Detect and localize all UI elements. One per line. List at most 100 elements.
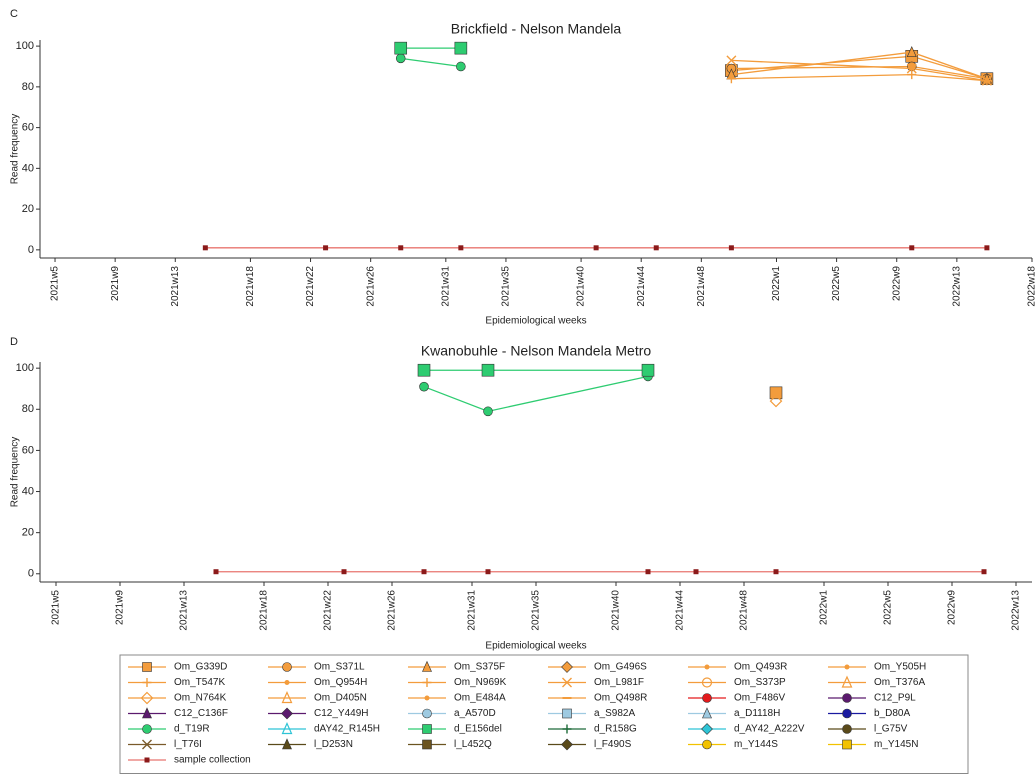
legend-marker [842,693,852,703]
legend-label: Om_N969K [454,677,507,688]
marker [458,245,464,251]
series-line [731,65,988,80]
x-tick-label: 2022w9 [891,266,902,301]
marker [909,245,915,251]
legend-marker [701,677,713,688]
legend-marker [140,691,154,705]
marker [906,63,917,74]
x-tick-label: 2021w5 [50,266,61,301]
series-line [423,375,649,413]
y-tick-label: 40 [22,162,34,174]
marker [981,569,987,575]
legend-marker [142,678,152,687]
x-tick-label: 2021w48 [739,590,750,631]
marker [641,363,655,377]
legend-label: Om_Q954H [314,677,367,688]
y-tick-label: 80 [22,403,34,415]
legend-marker [842,724,852,734]
x-tick-label: 2022w9 [947,590,958,625]
x-tick-label: 2021w22 [323,590,334,631]
marker [645,569,651,575]
x-axis-label: Epidemiological weeks [485,316,586,327]
legend-label: Om_D405N [314,693,367,704]
marker [769,386,783,400]
x-tick-label: 2021w31 [440,266,451,307]
marker [454,41,468,55]
legend-label: Om_F486V [734,693,785,704]
legend-label: d_E156del [454,724,502,735]
legend-marker [562,724,572,734]
marker [693,569,699,575]
y-tick-label: 80 [22,81,34,93]
legend-marker [424,695,430,701]
marker [481,363,495,377]
x-tick-label: 2021w9 [110,266,121,301]
legend-label: Om_Y505H [874,662,926,673]
legend-label: Om_S373P [734,677,786,688]
legend-label: Om_G339D [174,662,227,673]
x-tick-label: 2021w44 [636,266,647,307]
marker [456,61,466,72]
legend-label: Om_Q493R [734,662,787,673]
marker [421,569,427,575]
x-tick-label: 2021w48 [696,266,707,307]
x-tick-label: 2021w13 [170,266,181,307]
legend-label: Om_N764K [174,693,227,704]
marker [417,363,431,377]
legend-label: d_T19R [174,724,210,735]
marker [769,394,783,408]
x-tick-label: 2021w18 [245,266,256,307]
legend-label: l_L452Q [454,739,492,750]
legend-marker [422,739,432,750]
legend-marker [422,660,432,672]
marker [593,245,599,251]
legend-marker [422,708,432,719]
x-tick-label: 2022w13 [951,266,962,307]
y-axis-label: Read frequency [10,437,21,508]
x-tick-label: 2021w18 [259,590,270,631]
x-tick-label: 2021w22 [305,266,316,307]
legend-marker [562,677,572,688]
marker [323,245,329,251]
panel-label: D [10,336,18,348]
legend-marker [422,724,432,734]
legend-marker [281,707,293,720]
y-tick-label: 60 [22,122,34,134]
x-tick-label: 2021w31 [467,590,478,631]
legend-label: Om_Q498R [594,693,647,704]
series-line [400,57,461,68]
legend-label: Om_T547K [174,677,225,688]
legend-marker [704,664,710,670]
chart-title: Brickfield - Nelson Mandela [451,21,622,37]
legend-label: dAY42_R145H [314,724,380,735]
legend-marker [561,738,573,751]
legend-marker [702,693,712,703]
marker [907,70,917,80]
legend-label: C12_P9L [874,693,916,704]
legend-marker [142,662,152,672]
legend-marker [841,675,853,688]
chart-title: Kwanobuhle - Nelson Mandela Metro [421,343,652,359]
legend-marker [144,757,150,763]
legend-marker [702,707,712,719]
x-tick-label: 2022w13 [1011,590,1022,631]
x-tick-label: 2021w35 [531,590,542,631]
legend-label: l_F490S [594,739,632,750]
legend-label: m_Y144S [734,739,778,750]
y-tick-label: 20 [22,527,34,539]
marker [398,245,404,251]
legend-label: sample collection [174,755,251,766]
legend-marker [561,661,573,673]
legend-label: d_AY42_A222V [734,724,805,735]
legend-label: C12_C136F [174,708,228,719]
y-tick-label: 100 [16,40,34,52]
marker [341,569,347,575]
x-tick-label: 2022w1 [819,590,830,625]
panel-label: C [10,8,18,20]
legend-label: l_G75V [874,724,908,735]
marker [773,569,779,575]
legend-label: m_Y145N [874,739,918,750]
x-tick-label: 2022w5 [883,590,894,625]
legend-marker [281,722,293,735]
